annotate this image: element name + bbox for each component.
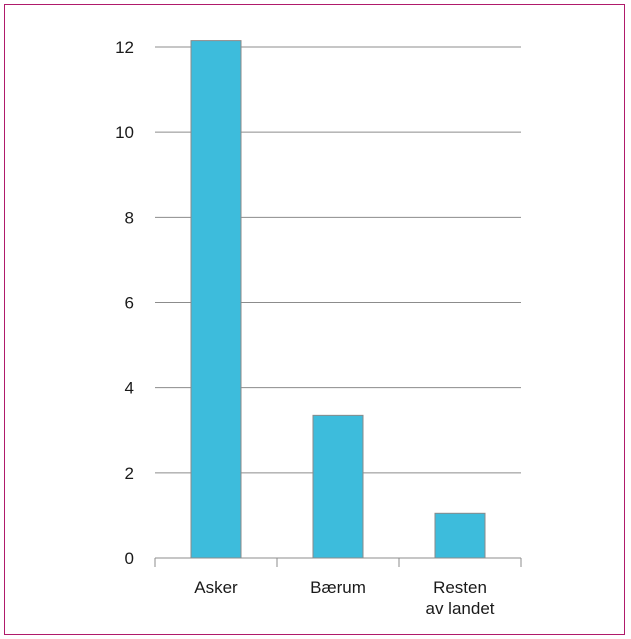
y-tick-label: 0: [125, 549, 134, 568]
x-category-label: Bærum: [310, 578, 366, 597]
y-tick-label: 6: [125, 294, 134, 313]
y-tick-label: 4: [125, 379, 134, 398]
x-axis: Asker Bærum Resten av landet: [154, 557, 522, 618]
x-category-label: Asker: [194, 578, 238, 597]
bar: [312, 414, 364, 559]
y-axis-ticks: 0 2 4 6 8 10 12: [115, 38, 134, 568]
x-category-label: Resten av landet: [426, 578, 495, 618]
y-tick-label: 10: [115, 123, 134, 142]
y-tick-label: 8: [125, 208, 134, 227]
bar: [190, 40, 242, 559]
y-tick-label: 12: [115, 38, 134, 57]
bar: [434, 512, 486, 559]
bars: [190, 40, 486, 559]
y-tick-label: 2: [125, 464, 134, 483]
